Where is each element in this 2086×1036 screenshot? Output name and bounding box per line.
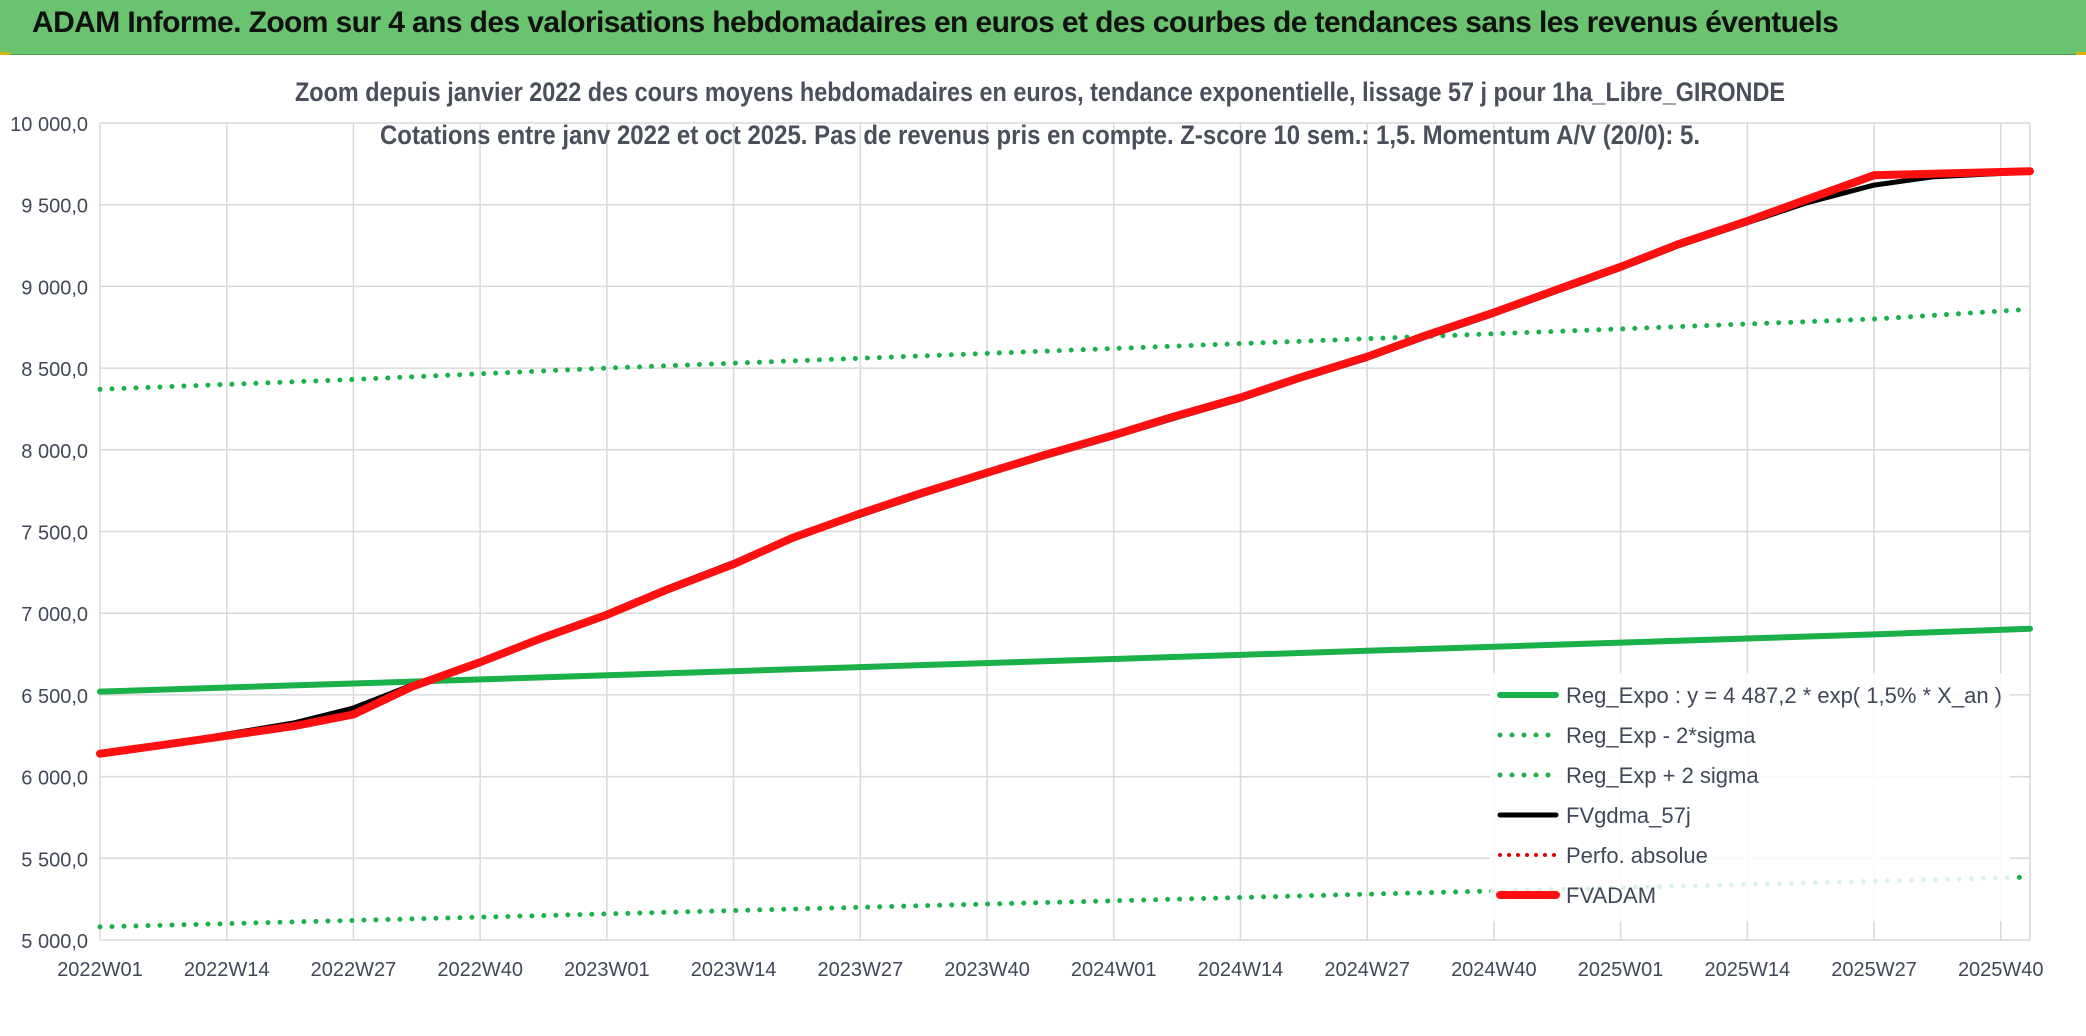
x-tick-label: 2023W40	[944, 959, 1030, 981]
chart-titles: Zoom depuis janvier 2022 des cours moyen…	[295, 77, 1785, 150]
header-bar: ADAM Informe. Zoom sur 4 ans des valoris…	[0, 0, 2086, 55]
series-line-fvadam	[96, 167, 2034, 758]
legend: Reg_Expo : y = 4 487,2 * exp( 1,5% * X_a…	[1490, 673, 2010, 921]
x-tick-label: 2022W14	[184, 959, 270, 981]
x-tick-label: 2024W40	[1451, 959, 1537, 981]
y-tick-label: 6 500,0	[21, 686, 88, 708]
line-chart: 5 000,0 5 500,0 6 000,0 6 500,0 7 000,0 7 500…	[0, 55, 2086, 1031]
corner-accent-right	[2076, 52, 2086, 56]
y-tick-label: 6 000,0	[21, 768, 88, 790]
axis-labels: 5 000,0 5 500,0 6 000,0 6 500,0 7 000,0 7 500…	[10, 114, 2043, 981]
y-tick-label: 7 000,0	[21, 604, 88, 626]
legend-box	[1490, 673, 2010, 921]
x-tick-label: 2024W27	[1324, 959, 1410, 981]
legend-label-reg_plus: Reg_Exp + 2 sigma	[1566, 763, 1759, 788]
series-line-reg_plus	[97, 306, 2033, 392]
x-tick-label: 2025W27	[1831, 959, 1917, 981]
y-tick-label: 10 000,0	[10, 114, 88, 136]
y-tick-label: 8 500,0	[21, 359, 88, 381]
x-tick-label: 2024W01	[1071, 959, 1157, 981]
corner-accent-left	[0, 52, 10, 56]
x-tick-label: 2025W01	[1578, 959, 1664, 981]
chart-subtitle: Cotations entre janv 2022 et oct 2025. P…	[380, 120, 1700, 150]
y-tick-label: 9 000,0	[21, 277, 88, 299]
x-tick-label: 2023W01	[564, 959, 650, 981]
page-title: ADAM Informe. Zoom sur 4 ans des valoris…	[32, 6, 1839, 39]
chart-title: Zoom depuis janvier 2022 des cours moyen…	[295, 77, 1785, 107]
legend-label-reg_minus: Reg_Exp - 2*sigma	[1566, 723, 1756, 748]
y-tick-label: 8 000,0	[21, 441, 88, 463]
x-tick-label: 2022W01	[57, 959, 143, 981]
x-tick-label: 2022W40	[437, 959, 523, 981]
x-tick-label: 2022W27	[311, 959, 397, 981]
legend-label-perfo: Perfo. absolue	[1566, 843, 1708, 868]
chart-area: 5 000,0 5 500,0 6 000,0 6 500,0 7 000,0 7 500…	[0, 55, 2086, 1031]
x-tick-label: 2025W14	[1705, 959, 1791, 981]
y-tick-label: 5 000,0	[21, 931, 88, 953]
x-tick-label: 2023W14	[691, 959, 777, 981]
y-tick-label: 7 500,0	[21, 523, 88, 545]
y-tick-label: 9 500,0	[21, 196, 88, 218]
legend-label-reg_expo: Reg_Expo : y = 4 487,2 * exp( 1,5% * X_a…	[1566, 683, 2002, 708]
y-tick-label: 5 500,0	[21, 849, 88, 871]
legend-label-fvadam: FVADAM	[1566, 883, 1656, 908]
x-tick-label: 2023W27	[817, 959, 903, 981]
x-tick-label: 2025W40	[1958, 959, 2044, 981]
x-tick-label: 2024W14	[1198, 959, 1284, 981]
legend-label-fvgdma: FVgdma_57j	[1566, 803, 1691, 828]
